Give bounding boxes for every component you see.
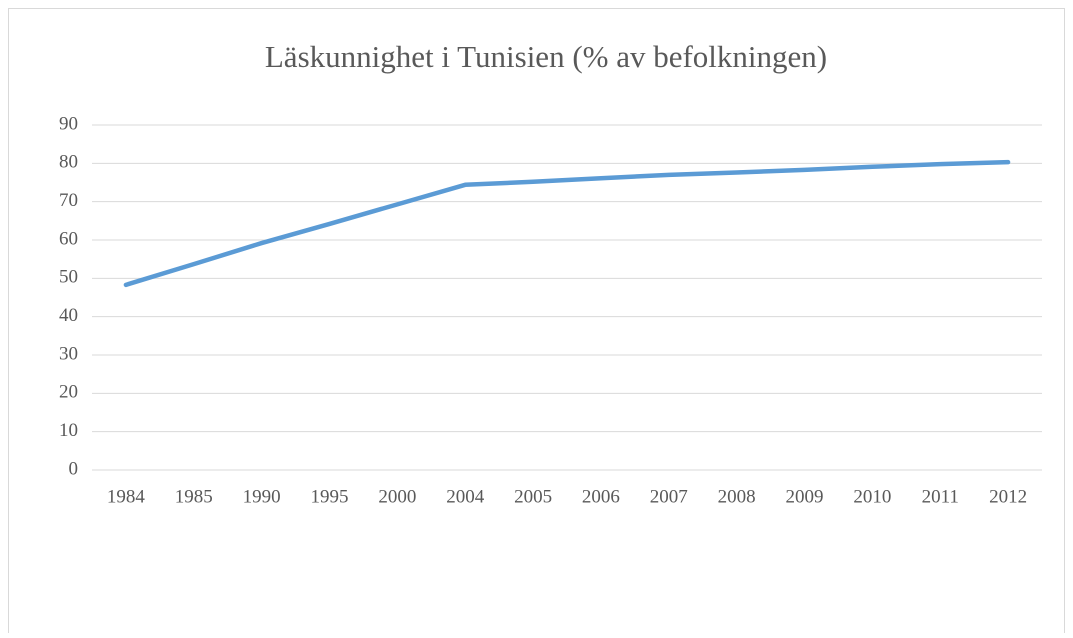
y-tick-label: 60 <box>59 228 78 249</box>
x-tick-label: 2008 <box>718 486 756 507</box>
x-tick-label: 2004 <box>446 486 485 507</box>
x-tick-label: 2000 <box>378 486 416 507</box>
y-tick-label: 10 <box>59 420 78 441</box>
chart-title: Läskunnighet i Tunisien (% av befolkning… <box>265 39 827 74</box>
chart-frame <box>8 8 1065 638</box>
x-tick-label: 2007 <box>650 486 688 507</box>
y-tick-label: 70 <box>59 190 78 211</box>
x-tick-label: 2009 <box>786 486 824 507</box>
x-tick-label: 2011 <box>922 486 959 507</box>
y-tick-label: 20 <box>59 382 78 403</box>
y-tick-label: 40 <box>59 305 78 326</box>
y-tick-label: 0 <box>69 458 79 479</box>
x-tick-label: 1990 <box>243 486 281 507</box>
x-tick-label: 1995 <box>311 486 349 507</box>
x-tick-label: 2010 <box>853 486 891 507</box>
y-tick-label: 90 <box>59 113 78 134</box>
y-tick-label: 30 <box>59 343 78 364</box>
line <box>123 159 1011 288</box>
x-tick-label: 1985 <box>175 486 213 507</box>
x-tick-label: 2005 <box>514 486 552 507</box>
x-tick-label: 2012 <box>989 486 1027 507</box>
x-tick-label: 2006 <box>582 486 620 507</box>
y-tick-label: 80 <box>59 152 78 173</box>
x-tick-label: 1984 <box>107 486 146 507</box>
y-tick-label: 50 <box>59 267 78 288</box>
